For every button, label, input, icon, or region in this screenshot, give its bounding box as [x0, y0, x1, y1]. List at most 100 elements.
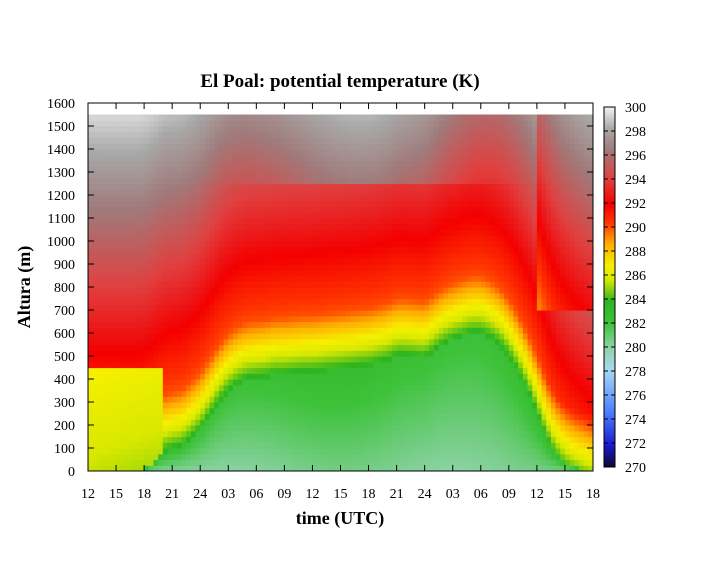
heatmap-cell [331, 453, 337, 461]
heatmap-cell [368, 160, 374, 167]
heatmap-cell [410, 310, 416, 317]
heatmap-cell [359, 206, 365, 213]
heatmap-cell [312, 315, 318, 323]
heatmap-cell [429, 206, 435, 213]
heatmap-cell [209, 292, 215, 300]
heatmap-cell [321, 200, 328, 208]
heatmap-cell [256, 246, 262, 254]
heatmap-cell [424, 333, 430, 340]
heatmap-cell [405, 264, 412, 271]
heatmap-cell [228, 131, 234, 139]
heatmap-cell [279, 315, 285, 323]
heatmap-cell [120, 390, 127, 397]
heatmap-cell [335, 154, 342, 162]
heatmap-cell [429, 419, 435, 426]
heatmap-cell [443, 373, 449, 380]
heatmap-cell [261, 298, 267, 305]
heatmap-cell [317, 258, 323, 265]
heatmap-cell [354, 373, 360, 380]
heatmap-cell [162, 252, 169, 259]
heatmap-cell [419, 218, 426, 225]
heatmap-cell [97, 344, 103, 351]
heatmap-cell [153, 114, 159, 121]
heatmap-cell [448, 114, 454, 121]
heatmap-cell [331, 327, 337, 334]
heatmap-cell [448, 223, 454, 231]
heatmap-cell [228, 425, 234, 432]
heatmap-cell [204, 425, 211, 432]
heatmap-cell [172, 126, 178, 133]
heatmap-cell [242, 338, 248, 346]
heatmap-cell [275, 212, 281, 219]
heatmap-cell [130, 315, 136, 323]
heatmap-cell [111, 189, 117, 196]
heatmap-cell [242, 384, 248, 392]
heatmap-cell [293, 131, 300, 139]
heatmap-cell [218, 264, 225, 271]
heatmap-cell [452, 281, 458, 288]
heatmap-cell [373, 292, 379, 300]
heatmap-cell [368, 367, 374, 374]
heatmap-cell [204, 137, 211, 144]
heatmap-cell [181, 384, 187, 392]
heatmap-cell [195, 114, 201, 121]
heatmap-cell [303, 246, 309, 254]
heatmap-cell [335, 373, 342, 380]
heatmap-cell [153, 241, 159, 248]
heatmap-cell [111, 235, 117, 242]
heatmap-cell [317, 442, 323, 449]
heatmap-cell [162, 120, 169, 127]
heatmap-cell [158, 436, 164, 443]
heatmap-cell [354, 304, 360, 311]
heatmap-cell [419, 310, 426, 317]
heatmap-cell [209, 407, 215, 415]
heatmap-cell [405, 177, 412, 185]
heatmap-cell [148, 200, 155, 208]
heatmap-cell [410, 448, 416, 455]
heatmap-cell [298, 166, 304, 173]
heatmap-cell [391, 189, 398, 196]
heatmap-cell [139, 183, 145, 190]
heatmap-cell [396, 448, 402, 455]
heatmap-cell [368, 350, 374, 357]
heatmap-cell [373, 384, 379, 392]
heatmap-cell [317, 384, 323, 392]
heatmap-cell [368, 212, 374, 219]
heatmap-cell [204, 264, 211, 271]
heatmap-cell [326, 252, 332, 259]
heatmap-cell [204, 246, 211, 254]
heatmap-cell [167, 327, 173, 334]
heatmap-cell [368, 206, 374, 213]
heatmap-cell [401, 223, 407, 231]
heatmap-cell [368, 298, 374, 305]
heatmap-cell [303, 356, 309, 363]
heatmap-cell [144, 367, 150, 374]
heatmap-cell [289, 453, 295, 461]
heatmap-cell [242, 390, 248, 397]
heatmap-cell [218, 200, 225, 208]
heatmap-cell [452, 275, 458, 282]
heatmap-cell [368, 275, 374, 282]
heatmap-cell [190, 287, 197, 294]
heatmap-cell [349, 166, 356, 173]
heatmap-cell [401, 264, 407, 271]
heatmap-cell [116, 154, 122, 162]
heatmap-cell [368, 154, 374, 162]
heatmap-cell [387, 465, 393, 471]
heatmap-cell [401, 465, 407, 471]
heatmap-cell [251, 379, 257, 386]
heatmap-cell [106, 298, 112, 305]
heatmap-cell [176, 425, 183, 432]
heatmap-cell [377, 143, 384, 150]
heatmap-cell [92, 120, 98, 127]
heatmap-cell [429, 131, 435, 139]
heatmap-cell [251, 448, 257, 455]
heatmap-cell [317, 241, 323, 248]
heatmap-cell [92, 321, 98, 328]
heatmap-cell [162, 241, 169, 248]
heatmap-cell [186, 321, 192, 328]
heatmap-cell [242, 344, 248, 351]
heatmap-cell [195, 235, 201, 242]
heatmap-cell [125, 189, 131, 196]
